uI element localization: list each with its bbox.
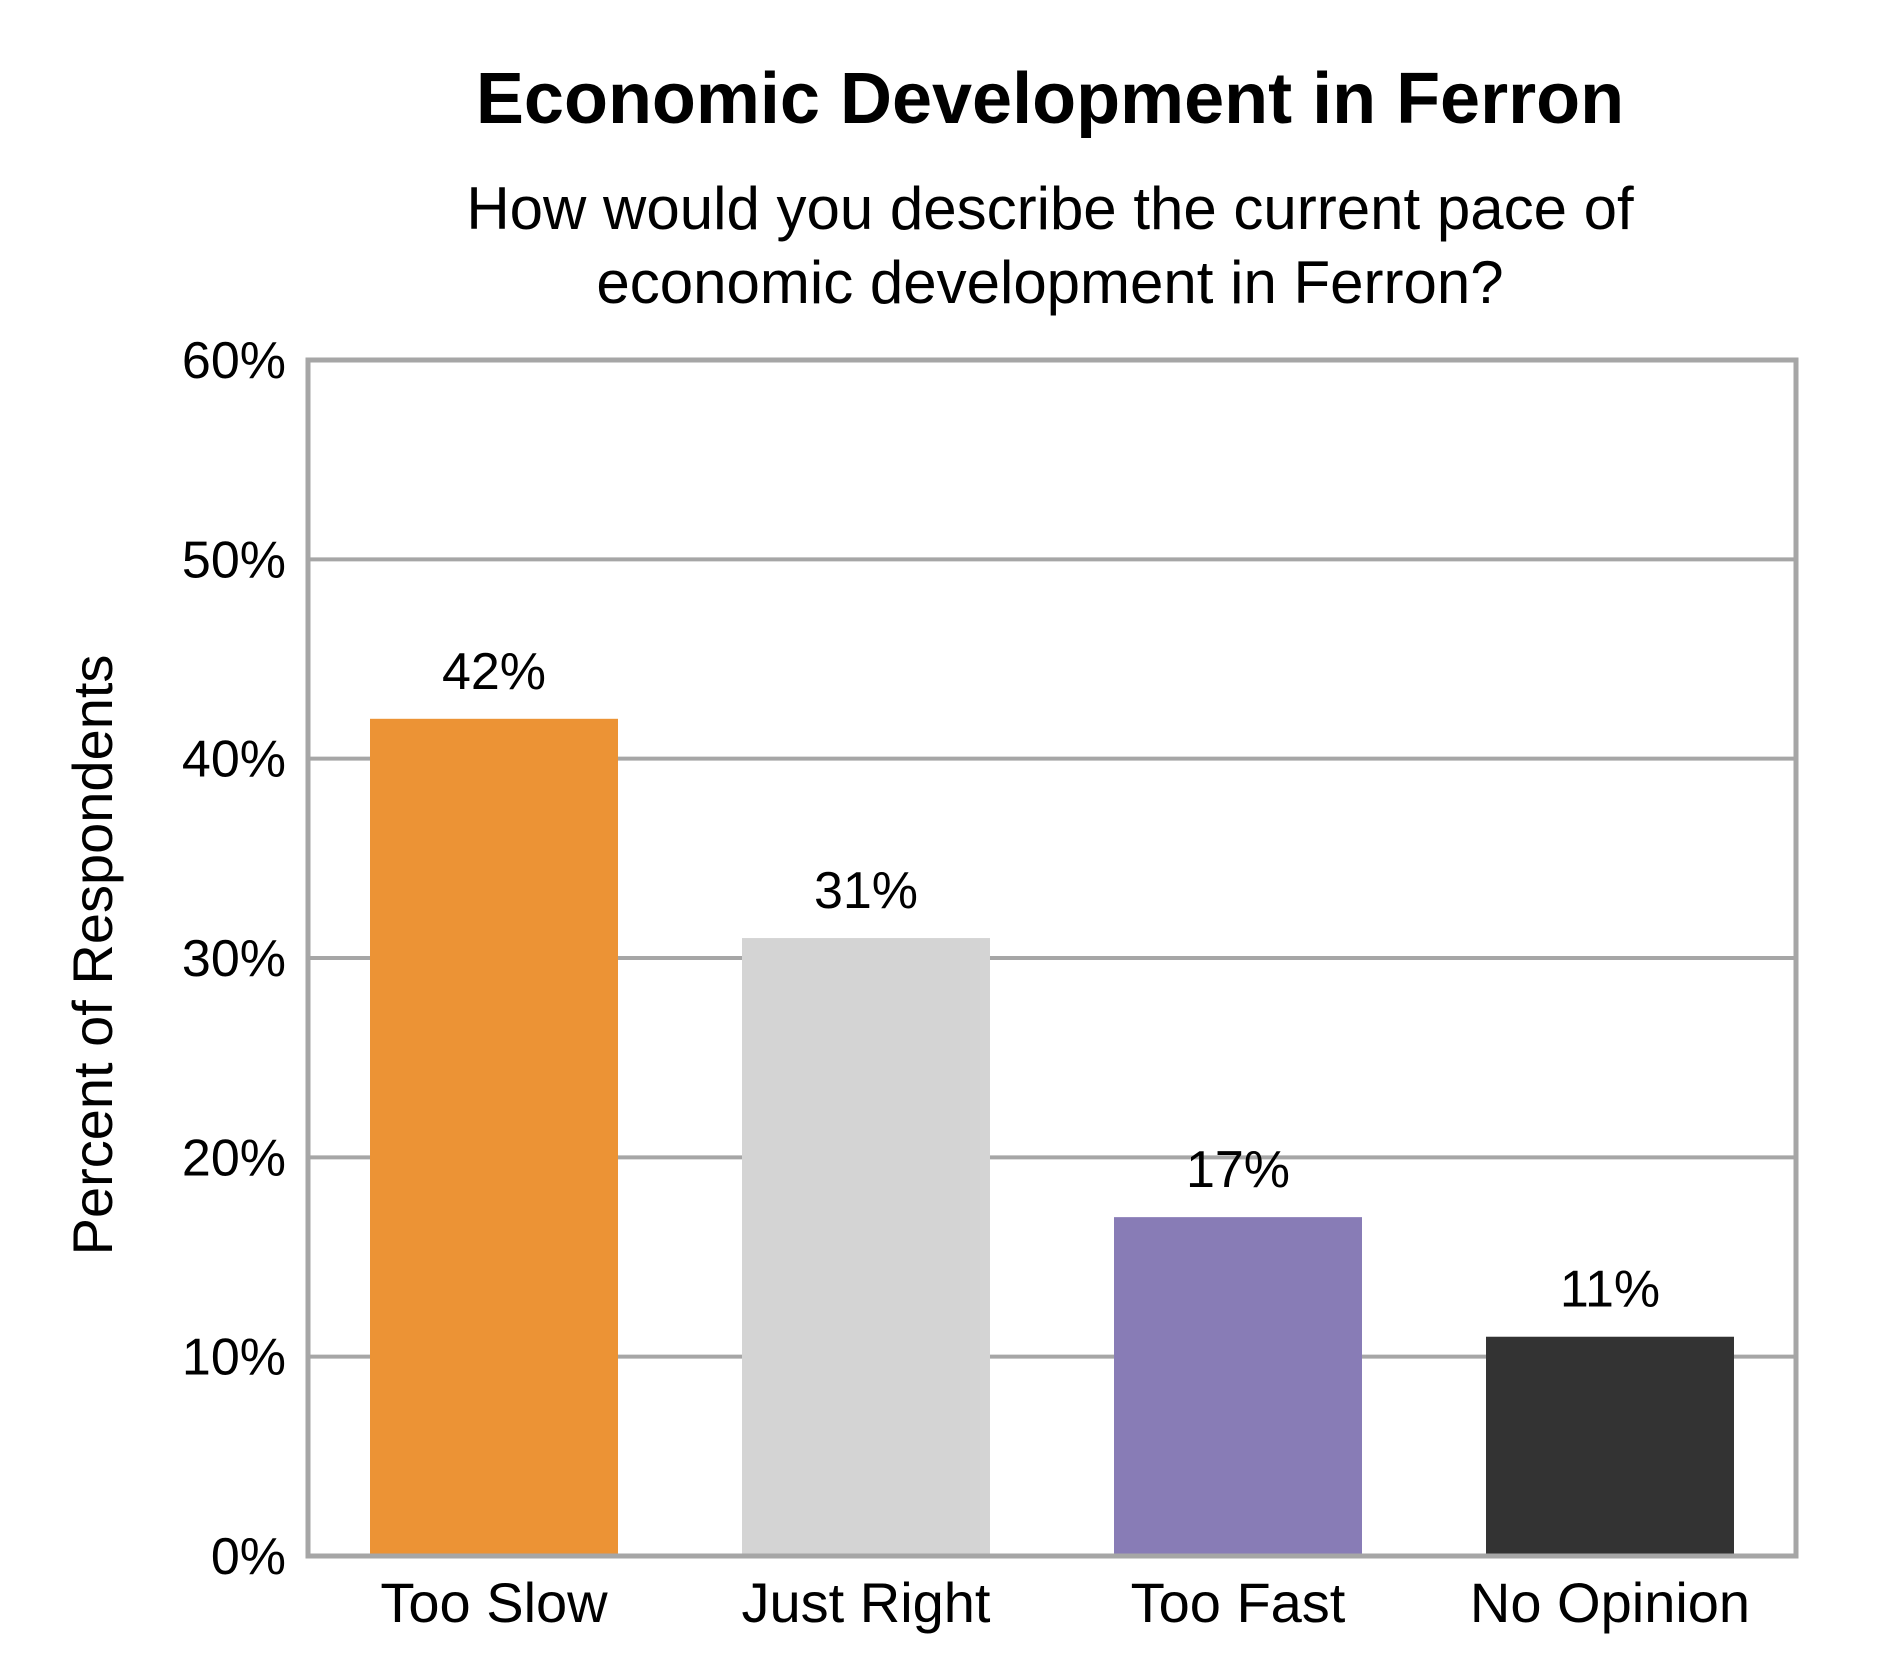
chart-subtitle: How would you describe the current pace …: [466, 175, 1634, 316]
y-tick-label: 0%: [211, 1528, 286, 1586]
data-label: 42%: [442, 643, 546, 701]
y-tick-label: 50%: [182, 531, 286, 589]
bar: [742, 938, 990, 1556]
y-tick-label: 10%: [182, 1329, 286, 1387]
x-tick-label: Just Right: [742, 1571, 991, 1634]
x-category-labels: Too Slow Just Right Too Fast No Opinion: [380, 1571, 1750, 1634]
data-label: 31%: [814, 862, 918, 920]
data-labels: 42% 31% 17% 11%: [442, 643, 1660, 1319]
y-axis-label: Percent of Respondents: [61, 655, 124, 1256]
y-tick-label: 40%: [182, 731, 286, 789]
y-tick-label: 20%: [182, 1129, 286, 1187]
bar: [370, 718, 618, 1556]
x-tick-label: Too Fast: [1131, 1571, 1346, 1634]
data-label: 11%: [1560, 1261, 1660, 1319]
bar: [1486, 1336, 1734, 1556]
y-tick-labels: 0% 10% 20% 30% 40% 50% 60%: [182, 332, 286, 1586]
bar: [1114, 1217, 1362, 1556]
y-tick-label: 30%: [182, 930, 286, 988]
x-tick-label: Too Slow: [380, 1571, 608, 1634]
data-label: 17%: [1186, 1141, 1290, 1199]
x-tick-label: No Opinion: [1470, 1571, 1750, 1634]
plot-border: [305, 357, 1799, 1559]
chart-title: Economic Development in Ferron: [475, 59, 1625, 139]
y-tick-label: 60%: [182, 332, 286, 390]
bars: [370, 718, 1734, 1556]
plot-frame: [305, 357, 1799, 1559]
